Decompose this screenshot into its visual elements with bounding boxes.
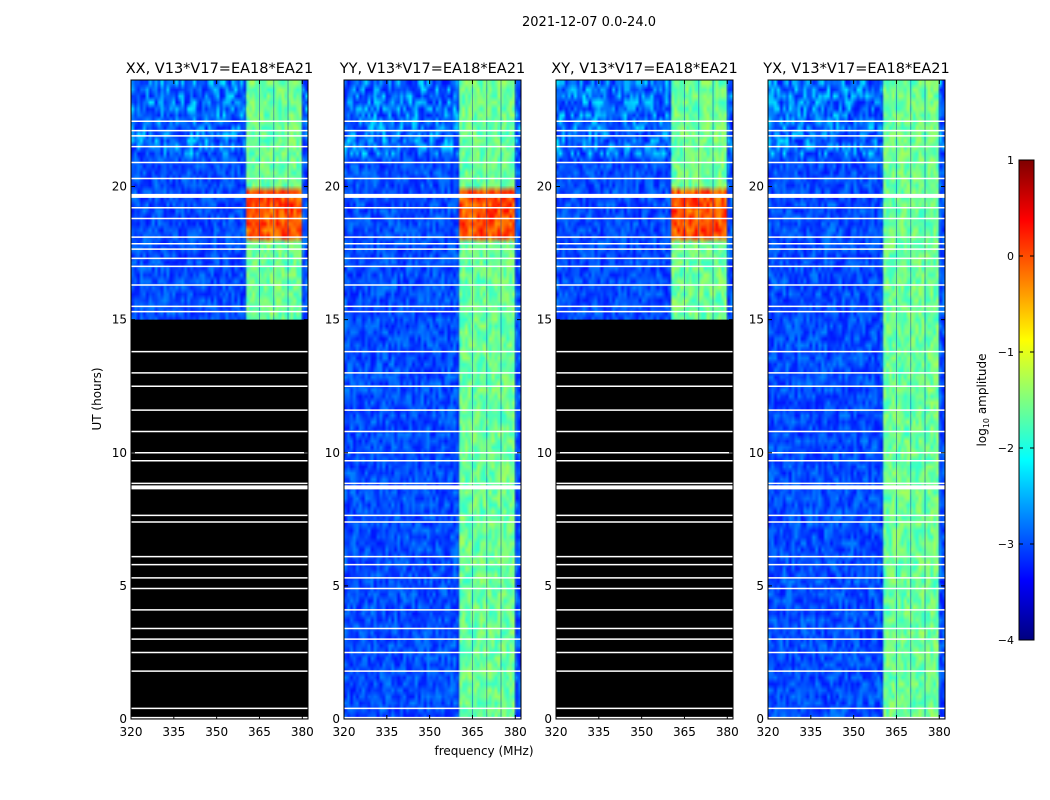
panel-yx: YX, V13*V17=EA18*EA21 320 335 350 365 380 0 5 10… <box>749 61 951 739</box>
colorbar-tick-label: 1 <box>1007 154 1014 167</box>
x-tick-label: 380 <box>504 725 527 739</box>
panel-xy: XY, V13*V17=EA18*EA21 320 335 350 365 380 0 5 10… <box>537 61 739 739</box>
x-tick-label: 365 <box>885 725 908 739</box>
x-tick-label: 380 <box>291 725 314 739</box>
y-tick-label: 20 <box>325 180 340 194</box>
panel-frame <box>555 79 734 720</box>
y-tick-label: 5 <box>544 579 552 593</box>
colorbar-label-main: log <box>975 428 989 446</box>
y-tick-label: 0 <box>119 712 127 726</box>
x-tick-label: 335 <box>587 725 610 739</box>
colorbar-tick-label: −3 <box>998 538 1014 551</box>
x-tick-label: 365 <box>248 725 271 739</box>
panel-frame <box>767 79 946 720</box>
y-tick-label: 10 <box>537 446 552 460</box>
colorbar-label-tail: amplitude <box>975 354 989 418</box>
y-tick-label: 10 <box>749 446 764 460</box>
x-tick-label: 350 <box>842 725 865 739</box>
y-tick-label: 5 <box>756 579 764 593</box>
panel-frame <box>343 79 522 720</box>
x-tick-label: 350 <box>205 725 228 739</box>
y-tick-label: 15 <box>112 313 127 327</box>
x-tick-label: 335 <box>375 725 398 739</box>
x-tick-label: 320 <box>757 725 780 739</box>
y-tick-label: 5 <box>332 579 340 593</box>
x-tick-label: 350 <box>630 725 653 739</box>
colorbar-tick-label: 0 <box>1007 250 1014 263</box>
panel-xx: XX, V13*V17=EA18*EA21 320 335 350 365 380 0 5 10… <box>112 61 314 739</box>
colorbar-label-sub: 10 <box>982 418 991 428</box>
colorbar-label: log10 amplitude <box>975 354 991 447</box>
y-tick-label: 0 <box>544 712 552 726</box>
x-tick-label: 365 <box>673 725 696 739</box>
colorbar-tick-label: −4 <box>998 634 1014 647</box>
y-tick-label: 15 <box>749 313 764 327</box>
blanked-region <box>556 319 733 719</box>
panels-group: XX, V13*V17=EA18*EA21 320 335 350 365 380 0 5 10… <box>112 61 951 739</box>
y-tick-label: 15 <box>537 313 552 327</box>
y-tick-label: 20 <box>749 180 764 194</box>
panel-yy: YY, V13*V17=EA18*EA21 320 335 350 365 380 0 5 10… <box>325 61 527 739</box>
x-axis-label: frequency (MHz) <box>434 744 533 758</box>
colorbar-ticks: 1 0 −1 −2 −3 −4 <box>998 154 1034 647</box>
x-tick-label: 335 <box>162 725 185 739</box>
colorbar: 10−1−2−3−4 log10 amplitude <box>975 154 1035 647</box>
colorbar-gradient <box>1018 159 1035 641</box>
x-tick-label: 335 <box>799 725 822 739</box>
panel-title: YX, V13*V17=EA18*EA21 <box>762 61 949 77</box>
blanked-region <box>131 319 308 719</box>
x-tick-label: 320 <box>333 725 356 739</box>
panel-title: YY, V13*V17=EA18*EA21 <box>339 61 525 77</box>
x-tick-label: 380 <box>716 725 739 739</box>
x-tick-label: 365 <box>461 725 484 739</box>
colorbar-tick-label: −2 <box>998 442 1014 455</box>
x-tick-label: 320 <box>120 725 143 739</box>
heatmap-image <box>344 80 521 719</box>
x-tick-label: 320 <box>545 725 568 739</box>
x-tick-label: 350 <box>418 725 441 739</box>
y-axis-label: UT (hours) <box>90 367 104 430</box>
y-tick-label: 10 <box>112 446 127 460</box>
y-tick-label: 10 <box>325 446 340 460</box>
y-tick-label: 5 <box>119 579 127 593</box>
y-tick-label: 20 <box>537 180 552 194</box>
y-tick-label: 0 <box>756 712 764 726</box>
y-tick-label: 0 <box>332 712 340 726</box>
y-tick-label: 15 <box>325 313 340 327</box>
panel-title: XY, V13*V17=EA18*EA21 <box>551 61 737 77</box>
heatmap-image <box>768 80 945 719</box>
panel-frame <box>130 79 309 720</box>
colorbar-tick-label: −1 <box>998 346 1014 359</box>
panel-title: XX, V13*V17=EA18*EA21 <box>126 61 314 77</box>
figure-title: 2021-12-07 0.0-24.0 <box>522 15 656 30</box>
y-tick-label: 20 <box>112 180 127 194</box>
x-tick-label: 380 <box>928 725 951 739</box>
